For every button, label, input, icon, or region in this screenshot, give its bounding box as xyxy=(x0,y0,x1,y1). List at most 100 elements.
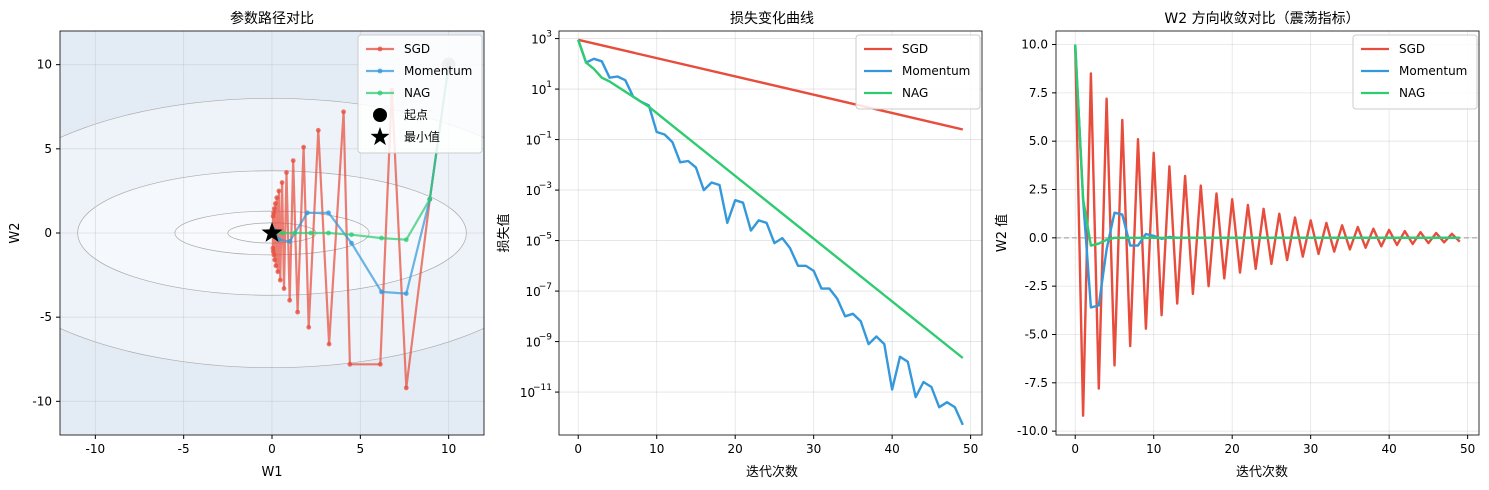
y-tick-exponent: −11 xyxy=(533,383,552,393)
data-point xyxy=(271,206,277,211)
data-point xyxy=(403,385,409,391)
x-tick-label: 0 xyxy=(1071,442,1079,456)
data-point xyxy=(275,269,281,275)
x-tick-label: -5 xyxy=(178,442,190,456)
data-point xyxy=(347,361,353,367)
y-tick-label: 5 xyxy=(44,142,52,156)
y-tick-label: 10.0 xyxy=(1021,38,1048,52)
y-tick-exponent: −3 xyxy=(539,181,552,191)
y-tick-base: 10 xyxy=(526,184,541,198)
data-point xyxy=(270,245,276,251)
legend-box xyxy=(357,34,483,154)
y-tick-base: 10 xyxy=(526,285,541,299)
legend-box xyxy=(855,34,981,110)
x-tick-label: -10 xyxy=(86,442,106,456)
legend-label-1: Momentum xyxy=(902,64,970,78)
y-tick-label: 2.5 xyxy=(1029,183,1048,197)
legend-label-0: SGD xyxy=(902,42,928,56)
data-point xyxy=(341,109,346,115)
data-point xyxy=(349,232,354,238)
y-tick-label: -10.0 xyxy=(1017,424,1048,438)
y-tick-base: 10 xyxy=(526,336,541,350)
y-axis-label: W2 xyxy=(8,222,23,243)
y-tick-label: -5 xyxy=(40,310,52,324)
x-tick-label: 5 xyxy=(357,442,365,456)
y-tick-exponent: −1 xyxy=(539,131,552,141)
axes-frame xyxy=(558,30,983,436)
series-line-sgd xyxy=(1074,44,1461,417)
x-axis-label: W1 xyxy=(261,465,282,480)
legend-label-0: SGD xyxy=(404,42,430,56)
y-tick-exponent: 3 xyxy=(546,30,552,40)
data-point xyxy=(280,230,285,236)
y-tick-label: -7.5 xyxy=(1025,376,1048,390)
legend-label-1: Momentum xyxy=(404,64,472,78)
x-axis-label: 迭代次数 xyxy=(746,464,798,480)
data-point xyxy=(315,127,321,133)
data-point xyxy=(326,230,331,236)
y-tick-exponent: −7 xyxy=(539,282,552,292)
data-point xyxy=(273,263,279,269)
y-tick-label: 0.0 xyxy=(1029,231,1048,245)
data-point xyxy=(349,240,354,246)
y-axis-label: 损失值 xyxy=(496,213,512,252)
y-tick-label: 0 xyxy=(44,226,52,240)
series-line-nag xyxy=(1074,44,1460,247)
data-point xyxy=(379,289,384,295)
data-point xyxy=(379,235,384,241)
data-point xyxy=(290,158,296,164)
legend-marker-0 xyxy=(377,46,383,52)
legend-marker-1 xyxy=(377,68,383,74)
legend-label-4: 最小值 xyxy=(404,129,440,144)
x-tick-label: 20 xyxy=(1225,442,1240,456)
x-axis-label: 迭代次数 xyxy=(1236,464,1288,480)
panel-parameter-path: 参数路径对比 W1 W2 -10 -5 0 5 10 -10 -5 0 5 10 SGD Moment… xyxy=(8,10,485,480)
data-point xyxy=(306,324,312,330)
data-point xyxy=(326,341,332,347)
x-tick-label: 0 xyxy=(574,442,582,456)
data-point xyxy=(287,297,293,303)
data-point xyxy=(301,144,307,150)
y-tick-exponent: −9 xyxy=(539,333,553,343)
y-axis-label: W2 值 xyxy=(994,214,1010,252)
legend-label-3: 起点 xyxy=(404,108,428,122)
data-point xyxy=(377,361,383,367)
y-tick-label: -10 xyxy=(32,394,52,408)
data-point xyxy=(281,286,287,291)
data-point xyxy=(272,257,278,263)
data-point xyxy=(272,201,278,206)
y-tick-base: 10 xyxy=(531,33,546,47)
data-point xyxy=(308,230,314,236)
data-point xyxy=(427,196,433,202)
data-point xyxy=(287,239,293,244)
data-point xyxy=(270,213,276,219)
data-point xyxy=(326,210,331,216)
series-line-nag xyxy=(577,39,964,359)
panel-w2-convergence: W2 方向收敛对比（震荡指标） 迭代次数 W2 值 0 10 20 30 40 50 10.… xyxy=(994,11,1480,480)
y-tick-label: -2.5 xyxy=(1025,279,1048,293)
legend-label-0: SGD xyxy=(1399,42,1425,56)
panel-loss-curve: 损失变化曲线 迭代次数 损失值 0 10 20 30 40 50310110−110−31… xyxy=(496,11,983,480)
data-point xyxy=(284,170,289,175)
legend-label-2: NAG xyxy=(902,86,928,100)
legend-box xyxy=(1352,34,1478,110)
series-nag xyxy=(269,62,452,243)
chart-title: W2 方向收敛对比（震荡指标） xyxy=(1164,11,1359,27)
legend-label-1: Momentum xyxy=(1399,64,1467,78)
series-line-sgd xyxy=(577,38,964,131)
data-point xyxy=(403,291,409,296)
y-tick-exponent: −5 xyxy=(539,232,552,242)
y-tick-exponent: 1 xyxy=(546,80,552,90)
x-tick-label: 30 xyxy=(806,442,821,456)
plot-area xyxy=(60,31,484,435)
data-point xyxy=(276,188,282,194)
y-tick-base: 10 xyxy=(526,235,541,249)
y-tick-label: 5.0 xyxy=(1029,134,1048,148)
chart-title: 参数路径对比 xyxy=(230,10,314,27)
x-tick-label: 30 xyxy=(1303,442,1318,456)
y-tick-base: 10 xyxy=(526,134,541,148)
x-tick-label: 50 xyxy=(963,442,978,456)
x-tick-label: 20 xyxy=(728,442,743,456)
minimum-star-marker xyxy=(261,222,283,242)
